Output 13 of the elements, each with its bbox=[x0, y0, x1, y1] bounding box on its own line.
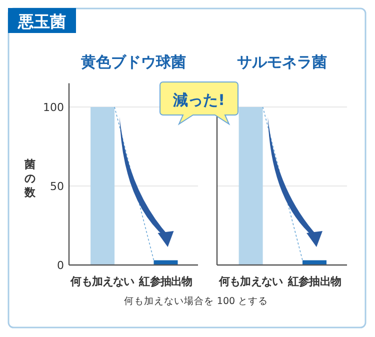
text: 何も加えない場合を 100 とする bbox=[124, 295, 268, 307]
y-tick-label: 100 bbox=[43, 101, 64, 114]
annotation: 減った! bbox=[172, 91, 225, 109]
y-tick-label: 50 bbox=[50, 180, 64, 193]
chart-title: サルモネラ菌 bbox=[237, 53, 327, 71]
x-tick-label: 何も加えない bbox=[218, 275, 283, 288]
x-tick-label: 紅参抽出物 bbox=[138, 275, 193, 288]
text: 悪玉菌 bbox=[17, 12, 66, 31]
y-tick-label: 0 bbox=[57, 259, 64, 272]
x-tick-label: 紅参抽出物 bbox=[286, 275, 342, 288]
y-axis-title: 菌の数 bbox=[24, 158, 36, 199]
x-tick-label: 何も加えない bbox=[70, 275, 135, 288]
chart-title: 黄色ブドウ球菌 bbox=[80, 53, 186, 71]
